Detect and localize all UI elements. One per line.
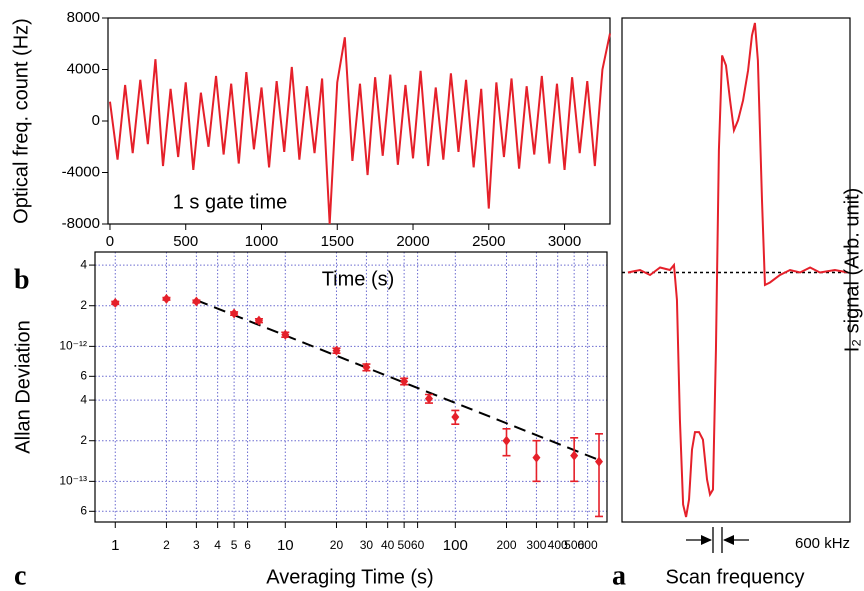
y-tick-label: -8000: [62, 215, 100, 232]
x-tick-label: 2500: [472, 233, 505, 250]
marker-lines: [686, 527, 749, 553]
x-tick-label: 20: [330, 538, 344, 552]
point: [424, 393, 433, 404]
point: [532, 452, 541, 463]
arrow-head: [701, 535, 734, 545]
point: [111, 297, 120, 308]
y-tick-label: 4000: [67, 60, 100, 77]
y-tick-label: 10⁻¹²: [59, 339, 87, 353]
point: [595, 456, 604, 467]
point: [192, 296, 201, 307]
x-tick-label: 4: [214, 538, 221, 552]
point: [162, 293, 171, 304]
point: [570, 450, 579, 461]
x-tick-label: 2000: [396, 233, 429, 250]
panel-label: a: [612, 560, 626, 591]
y-tick-label: 2: [80, 433, 87, 447]
point: [502, 435, 511, 446]
y-tick-label: 8000: [67, 9, 100, 26]
point: [281, 329, 290, 340]
y-tick-label: 2: [80, 298, 87, 312]
y-tick-label: 0: [92, 112, 100, 129]
y-tick-label: 6: [80, 368, 87, 382]
trace: [627, 22, 849, 518]
point: [400, 376, 409, 387]
plot-frame: [94, 251, 608, 523]
panel-label: c: [14, 560, 26, 591]
x-tick-label: 3: [193, 538, 200, 552]
y-tick-label: 4: [80, 392, 87, 406]
plot-frame: [621, 17, 851, 523]
x-axis-label: Scan frequency: [666, 566, 805, 588]
point: [230, 308, 239, 319]
x-tick-label: 40: [381, 538, 395, 552]
point: [451, 411, 460, 422]
x-tick-label: 1500: [321, 233, 354, 250]
x-tick-label: 600: [578, 538, 598, 552]
plot-frame: [107, 17, 611, 225]
annotation: 1 s gate time: [173, 191, 288, 213]
fit-line: [196, 299, 600, 461]
annotation: 600 kHz: [795, 535, 850, 552]
x-tick-label: 6: [244, 538, 251, 552]
point: [332, 345, 341, 356]
x-tick-label: 60: [411, 538, 425, 552]
y-tick-label: 4: [80, 257, 87, 271]
x-tick-label: 50: [397, 538, 411, 552]
x-tick-label: 30: [360, 538, 374, 552]
x-tick-label: 200: [496, 538, 516, 552]
trace: [108, 33, 611, 225]
x-axis-label: Time (s): [322, 268, 395, 290]
y-tick-label: -4000: [62, 163, 100, 180]
y-axis-label: Optical freq. count (Hz): [10, 18, 32, 224]
y-axis-label: Allan Deviation: [12, 320, 34, 453]
x-tick-label: 2: [163, 538, 170, 552]
x-tick-label: 10: [277, 537, 294, 554]
y-axis-label: I₂ signal (Arb. unit): [841, 188, 863, 353]
x-tick-label: 300: [526, 538, 546, 552]
x-tick-label: 100: [443, 537, 468, 554]
x-tick-label: 0: [106, 233, 114, 250]
x-tick-label: 400: [548, 538, 568, 552]
error-bar: [595, 433, 604, 518]
x-tick-label: 5: [231, 538, 238, 552]
panel-label: b: [14, 264, 30, 295]
point: [254, 315, 263, 326]
x-axis-label: Averaging Time (s): [266, 566, 433, 588]
x-tick-label: 3000: [548, 233, 581, 250]
x-tick-label: 500: [564, 538, 584, 552]
x-tick-label: 500: [173, 233, 198, 250]
x-tick-label: 1: [111, 537, 119, 554]
x-tick-label: 1000: [245, 233, 278, 250]
y-tick-label: 10⁻¹³: [59, 474, 87, 488]
y-tick-label: 6: [80, 503, 87, 517]
point: [362, 362, 371, 373]
